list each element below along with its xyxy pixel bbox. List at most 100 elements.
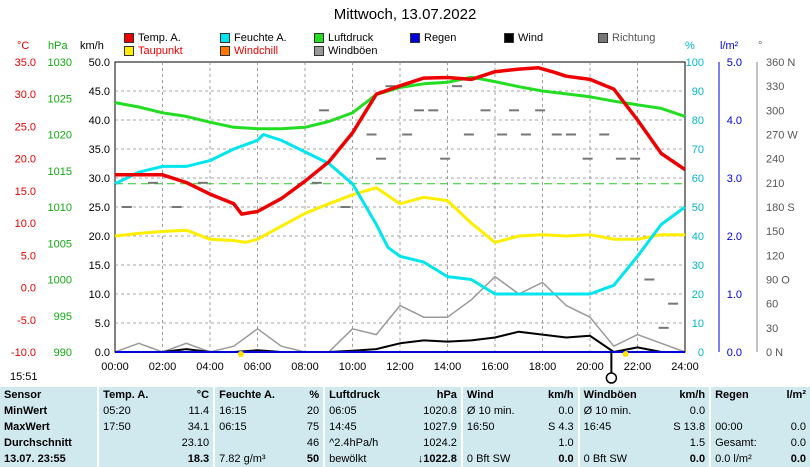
stats-header: km/h [679,389,706,401]
kmh-tick-label: 35.0 [89,144,110,156]
pct-tick-label: 30 [692,260,704,272]
hpa-unit-label: hPa [48,40,68,52]
dir-tick-label: 180 S [766,202,795,214]
stats-cell: 05:20 [97,403,168,419]
legend-pressure: Luftdruck [314,32,373,44]
stats-row-avg: Durchschnitt 23.10 46 ^2.4hPa/h 1024.2 1… [0,435,810,451]
legend-dewpoint: Taupunkt [124,45,183,57]
pct-tick-label: 100 [686,57,704,69]
rain-tick-label: 2.0 [727,231,742,243]
legend-gust: Windböen [314,45,378,57]
stats-cell: 1024.2 [423,437,457,449]
stats-table: Sensor Temp. A. °C Feuchte A. % Luftdruc… [0,387,810,467]
x-tick-label: 16:00 [481,361,509,373]
legend-swatch [220,46,230,56]
pct-tick-label: 10 [692,318,704,330]
stats-header: Regen [709,387,775,403]
temp-unit-label: °C [17,40,30,52]
hpa-tick-label: 990 [54,347,72,359]
x-tick-label: 04:00 [196,361,224,373]
stats-cell: 1.0 [558,437,574,449]
stats-header: Windböen [577,387,658,403]
x-tick-label: 20:00 [576,361,604,373]
legend-swatch [124,33,134,43]
kmh-tick-label: 25.0 [89,202,110,214]
stats-cell: MaxWert [4,421,50,433]
stats-cell: 06:05 [323,403,401,419]
kmh-tick-label: 40.0 [89,115,110,127]
stats-cell: 0.0 [558,405,574,417]
x-tick-label: 10:00 [339,361,367,373]
stats-cell: 11.4 [188,405,210,417]
pct-tick-label: 70 [692,144,704,156]
stats-cell: 16:45 [577,419,658,435]
dir-tick-label: 240 [766,154,784,166]
stats-header-row: Sensor Temp. A. °C Feuchte A. % Luftdruc… [0,387,810,403]
legend-swatch [124,46,134,56]
stats-cell: 20 [306,405,320,417]
legend-label: Luftdruck [328,32,374,44]
stats-cell: 0.0 [790,421,806,433]
stats-cell: 0.0 [689,405,706,417]
stats-cell: S 4.3 [547,421,574,433]
rain-unit-label: l/m² [720,40,739,52]
dir-tick-label: 150 [766,226,784,238]
stats-cell [775,403,810,419]
dir-tick-label: 90 O [766,275,790,287]
kmh-tick-label: 30.0 [89,173,110,185]
stats-cell: 16:15 [213,403,297,419]
legend-label: Taupunkt [138,45,183,57]
stats-cell: 00:00 [709,419,775,435]
x-tick-label: 18:00 [529,361,557,373]
legend-windchill: Windchill [220,45,278,57]
temp-tick-label: -10.0 [11,347,36,359]
kmh-tick-label: 5.0 [95,318,110,330]
legend-swatch [598,33,608,43]
stats-cell: bewölkt [323,451,401,467]
stats-row-current: 13.07. 23:55 18.3 7.82 g/m³ 50 bewölkt ↓… [0,451,810,467]
sunset-icon [622,351,629,357]
stats-cell: 46 [306,437,320,449]
rain-tick-label: 5.0 [727,57,742,69]
rain-tick-label: 1.0 [727,289,742,301]
temp-tick-label: 20.0 [15,154,36,166]
legend-humidity: Feuchte A. [220,32,287,44]
weather-chart: 35.0 30.0 25.0 20.0 15.0 10.0 5.0 0.0 -5.0 -10.0 1… [11,57,798,384]
legend-wind: Wind [504,32,543,44]
current-time-marker-dot [605,372,618,384]
series-taupunkt [114,186,685,244]
dir-tick-label: 0 N [766,347,783,359]
stats-cell: 0.0 [689,453,706,465]
stats-cell: 0 Bft SW [577,451,658,467]
rain-tick-label: 4.0 [727,115,742,127]
stats-cell: 0.0 [790,437,806,449]
stats-row-min: MinWert 05:20 11.4 16:15 20 06:05 1020.8… [0,403,810,419]
stats-cell: 1.5 [689,437,706,449]
hpa-tick-label: 1005 [48,238,72,250]
hpa-tick-label: 1020 [48,130,72,142]
series-feuchte-a [114,133,686,296]
temp-tick-label: -5.0 [17,315,36,327]
chart-title: Mittwoch, 13.07.2022 [333,6,477,23]
stats-cell: 0 Bft SW [460,451,535,467]
hpa-tick-label: 1025 [48,93,72,105]
hpa-tick-label: 1010 [48,202,72,214]
hpa-tick-label: 1000 [48,275,72,287]
pct-tick-label: 0 [698,347,704,359]
stats-cell: 17:50 [97,419,168,435]
legend-label: Wind [518,32,544,44]
stats-cell: 0.0 [790,453,806,465]
legend-label: Temp. A. [138,32,181,44]
dir-tick-label: 360 N [766,57,795,69]
pct-tick-label: 60 [692,173,704,185]
stats-header: Sensor [4,389,42,401]
temp-tick-label: 0.0 [21,283,36,295]
stats-cell: 0.0 [558,453,574,465]
stats-cell: 18.3 [187,453,210,465]
stats-cell: 23.10 [181,437,210,449]
stats-cell: 1020.8 [423,405,457,417]
temp-tick-label: 30.0 [15,89,36,101]
stats-cell: 50 [306,453,320,465]
legend-swatch [314,46,324,56]
stats-cell: 7.82 g/m³ [213,451,297,467]
